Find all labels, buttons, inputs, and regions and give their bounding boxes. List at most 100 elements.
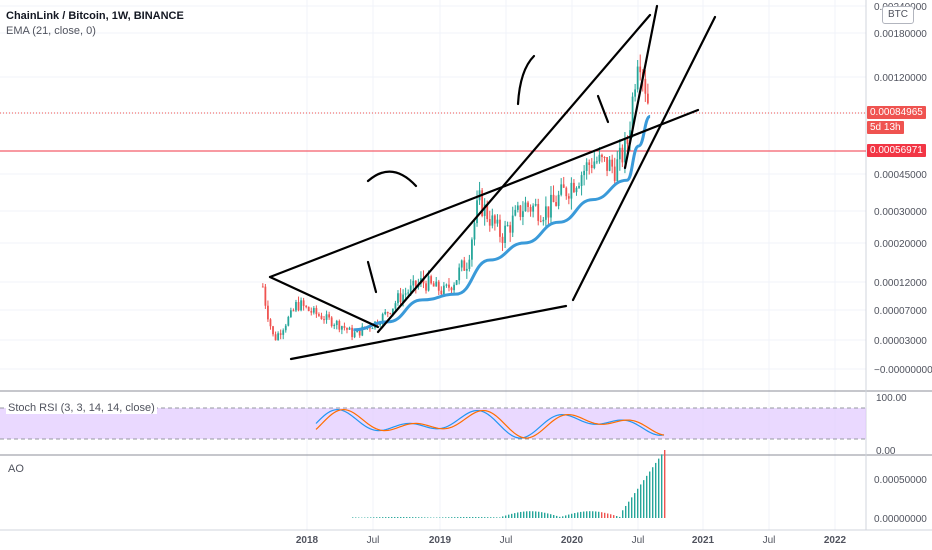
candle-body xyxy=(524,202,527,212)
candle-body xyxy=(496,219,499,224)
candle-body xyxy=(588,162,591,165)
candle-body xyxy=(409,285,412,293)
ao-axis-label: 0.00000000 xyxy=(874,514,927,525)
ao-bar xyxy=(649,471,651,518)
price-axis-label: 0.00045000 xyxy=(874,170,927,181)
candle-body xyxy=(509,225,512,233)
time-axis-label: 2022 xyxy=(824,535,847,546)
ao-bar xyxy=(463,517,465,518)
stoch-rsi-legend[interactable]: Stoch RSI (3, 3, 14, 14, close) xyxy=(6,402,157,414)
ao-bar xyxy=(643,480,645,518)
candle-body xyxy=(287,316,290,326)
candle-body xyxy=(463,260,466,271)
ao-bar xyxy=(397,517,399,518)
ao-legend[interactable]: AO xyxy=(6,463,26,475)
candle-body xyxy=(292,310,295,312)
stoch-rsi-axis-label: 0.00 xyxy=(876,446,896,457)
candle-body xyxy=(384,311,387,315)
trendline-3[interactable] xyxy=(503,108,700,188)
candle-body xyxy=(391,308,394,314)
candle-body xyxy=(361,326,364,336)
ao-axis[interactable]: 0.00050000 0.00000000 xyxy=(874,475,927,525)
candle-body xyxy=(437,281,440,291)
chart-title[interactable]: ChainLink / Bitcoin, 1W, BINANCE xyxy=(6,10,184,22)
ao-bar xyxy=(625,505,627,518)
trendline-5[interactable] xyxy=(376,13,652,334)
ao-bar xyxy=(445,517,447,518)
price-axis-label: −0.00000000 xyxy=(874,365,932,376)
time-axis-label: Jul xyxy=(367,535,380,546)
candle-body xyxy=(402,294,404,303)
trendline-6[interactable] xyxy=(623,4,659,170)
candle-body xyxy=(269,319,272,327)
ao-bar xyxy=(613,515,615,518)
drawings[interactable] xyxy=(268,4,717,361)
candle-body xyxy=(414,280,417,288)
candle-body xyxy=(295,302,297,311)
candle-body xyxy=(435,281,438,287)
candle-body xyxy=(611,159,614,167)
candle-body xyxy=(606,157,608,171)
ao-bar xyxy=(427,517,429,518)
candle-body xyxy=(547,206,550,218)
ao-bar xyxy=(640,484,642,518)
ao-bar xyxy=(514,513,516,518)
candle-body xyxy=(320,315,323,320)
trendline-2[interactable] xyxy=(268,184,507,279)
tick-stroke-2[interactable] xyxy=(596,94,610,124)
trendline-7[interactable] xyxy=(571,15,717,302)
ao-bar xyxy=(373,517,375,518)
ao-bar xyxy=(541,512,543,518)
ao-bar xyxy=(484,517,486,518)
time-axis[interactable]: 2018 Jul 2019 Jul 2020 Jul 2021 Jul 2022 xyxy=(296,535,847,546)
candle-body xyxy=(279,333,282,335)
ao-bar xyxy=(610,514,612,518)
candle-body xyxy=(333,325,336,327)
ao-bar xyxy=(376,517,378,518)
candle-body xyxy=(636,66,639,90)
trendline-4[interactable] xyxy=(289,304,568,361)
candle-body xyxy=(575,187,578,193)
ao-bar xyxy=(505,515,507,518)
candle-body xyxy=(583,170,586,176)
candle-body xyxy=(267,305,269,320)
stoch-rsi-axis[interactable]: 100.00 0.00 xyxy=(876,393,907,457)
ema-legend[interactable]: EMA (21, close, 0) xyxy=(6,25,96,37)
ao-bar xyxy=(487,517,489,518)
candle-body xyxy=(277,333,280,341)
candle-body xyxy=(346,327,348,330)
candle-body xyxy=(325,314,328,320)
candle-body xyxy=(343,326,346,328)
price-axis[interactable]: 0.002400000.001800000.001200000.00045000… xyxy=(874,2,932,376)
arc-1[interactable] xyxy=(366,170,418,188)
tick-stroke-1[interactable] xyxy=(366,260,378,294)
ao-histogram xyxy=(352,450,666,518)
ao-bar xyxy=(568,514,570,518)
candle-body xyxy=(323,319,325,321)
price-axis-label: 0.00120000 xyxy=(874,73,927,84)
time-axis-label: 2021 xyxy=(692,535,715,546)
candle-body xyxy=(504,225,506,243)
arc-2[interactable] xyxy=(516,54,536,106)
candle-body xyxy=(488,219,491,226)
candle-body xyxy=(481,190,484,216)
time-axis-label: 2018 xyxy=(296,535,319,546)
price-axis-label: 0.00030000 xyxy=(874,207,927,218)
ema-line xyxy=(353,114,651,332)
candle-body xyxy=(621,147,624,163)
currency-badge[interactable]: BTC xyxy=(882,6,914,24)
candle-body xyxy=(585,162,588,171)
candle-body xyxy=(514,209,517,216)
price-axis-label: 0.00020000 xyxy=(874,239,927,250)
candle-body xyxy=(351,327,353,338)
stoch-rsi-d-line xyxy=(315,408,665,439)
ao-bar xyxy=(475,517,477,518)
candles xyxy=(261,54,649,341)
candle-body xyxy=(646,93,649,104)
trendline-1[interactable] xyxy=(268,275,380,329)
candle-body xyxy=(379,323,382,326)
candle-body xyxy=(608,159,611,171)
ao-bar xyxy=(352,517,354,518)
ao-bar xyxy=(532,511,534,518)
